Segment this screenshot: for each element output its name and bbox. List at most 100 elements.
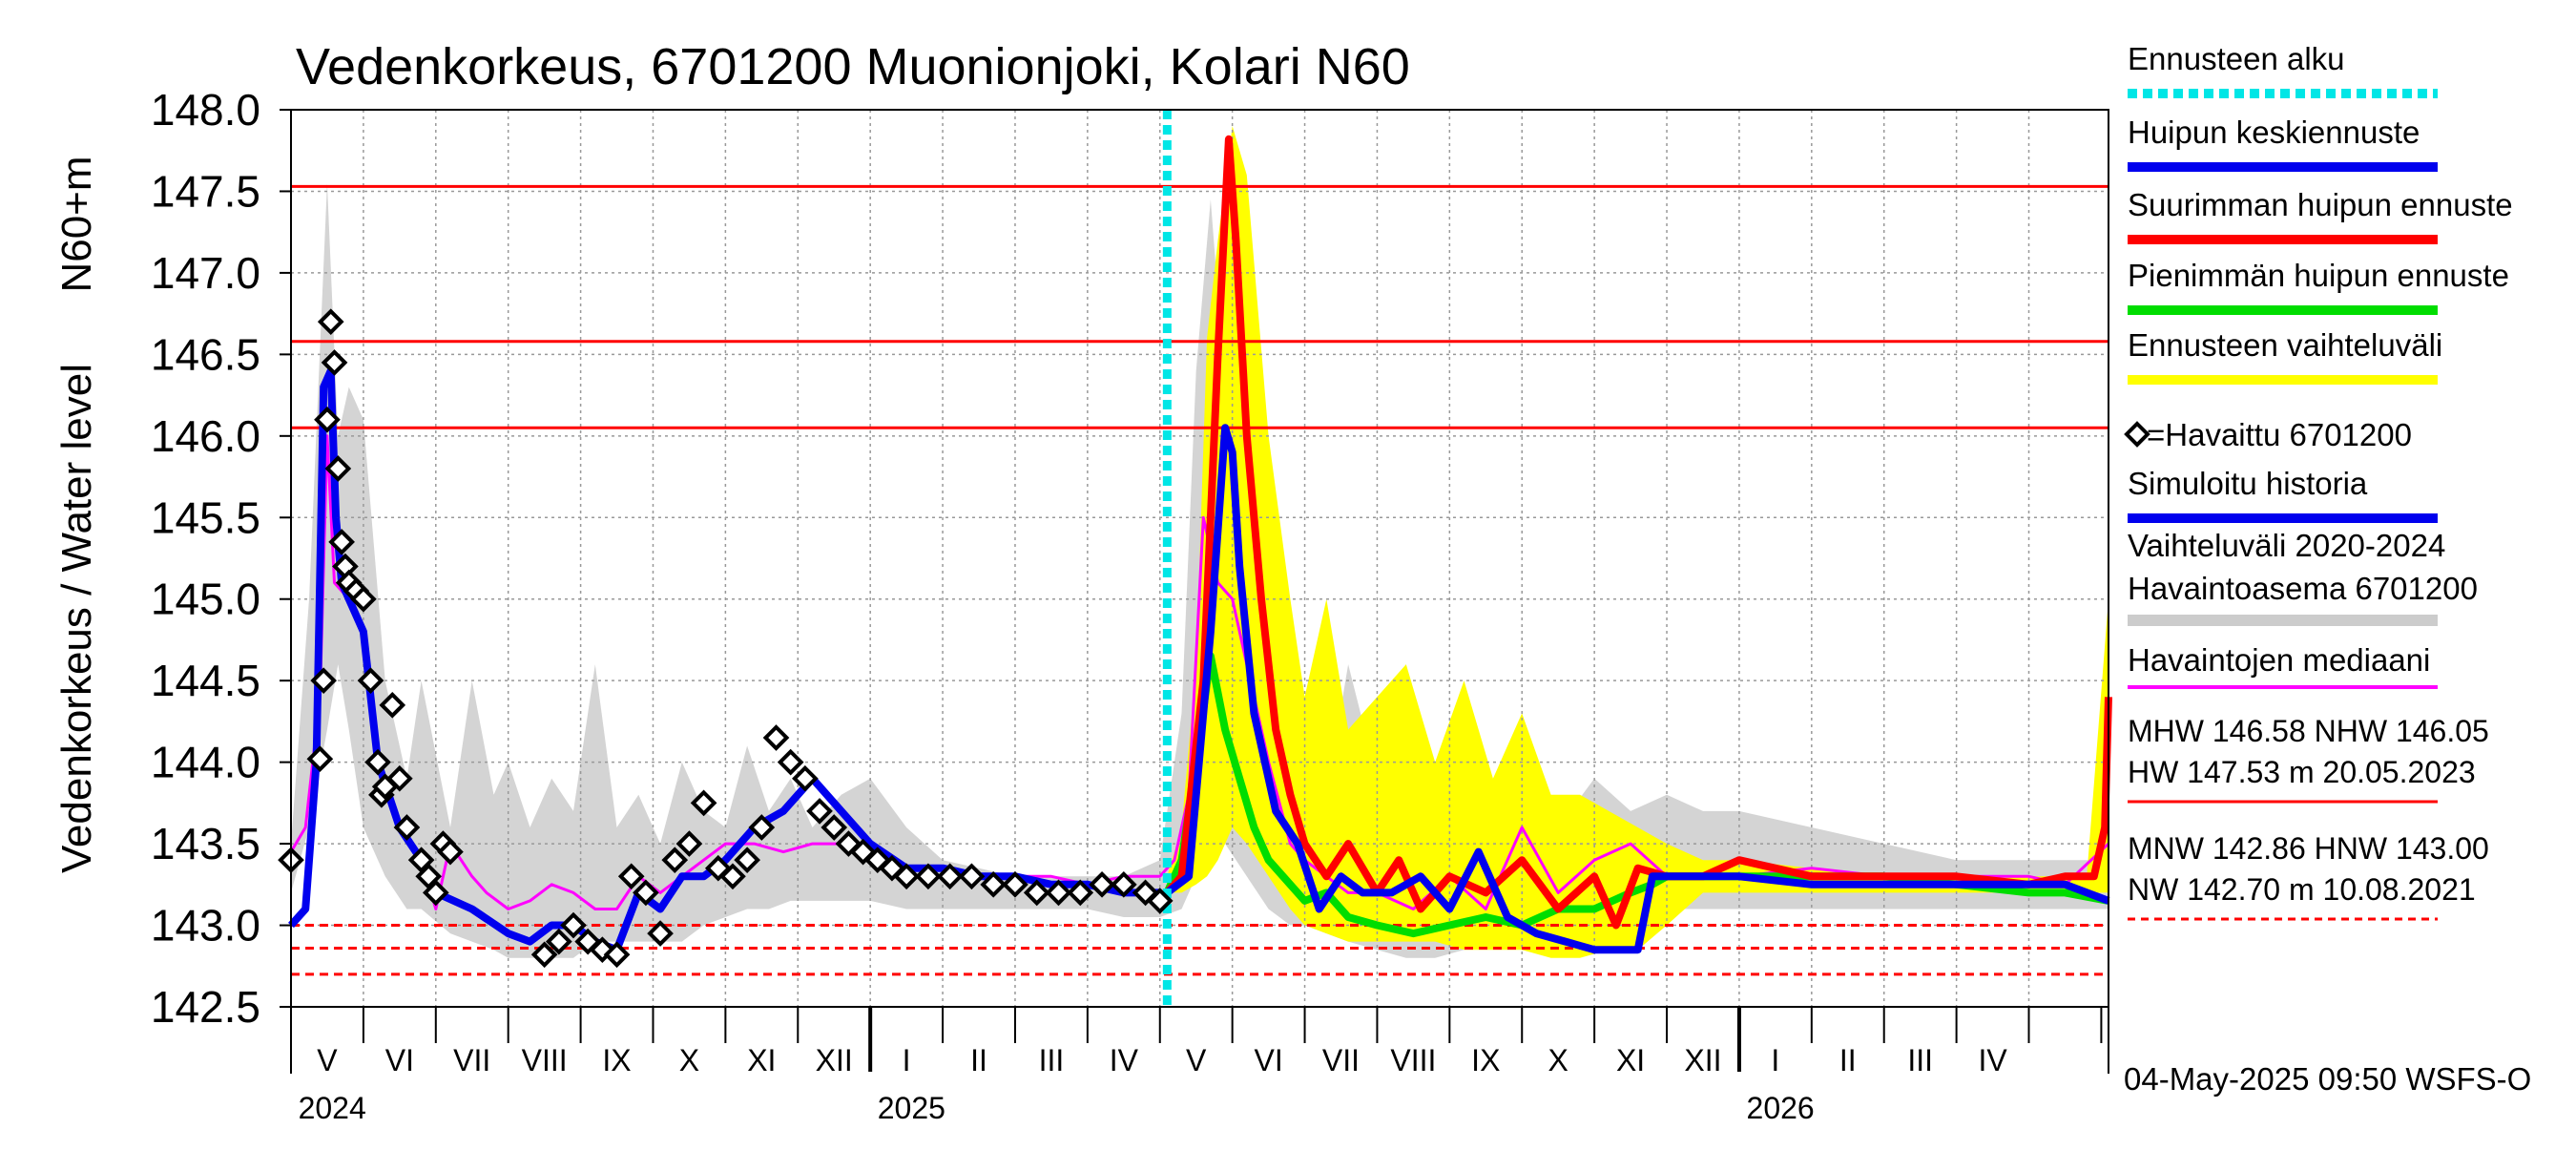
year-label: 2025 [878,1091,945,1125]
month-label: V [317,1043,338,1077]
y-tick-label: 145.5 [151,492,260,542]
legend-label-station: Havaintoasema 6701200 [2128,571,2478,606]
observed-point [306,745,334,773]
observed-point [422,879,449,907]
series-line-huipun-keskiennuste [1164,424,2110,954]
month-label: VIII [522,1043,568,1077]
y-axis-label: Vedenkorkeus / Water level [53,364,100,873]
range-layer [291,126,2109,958]
y-tick-label: 143.0 [151,901,260,951]
observed-point [777,748,804,776]
observed-point [893,863,920,890]
observed-point [1045,879,1072,907]
month-label: II [970,1043,987,1077]
observed-point [1067,879,1094,907]
stats-line-2: NW 142.70 m 10.08.2021 [2128,872,2476,907]
observed-point [792,764,819,792]
month-label: XI [747,1043,776,1077]
month-label: VIII [1390,1043,1436,1077]
footer-timestamp: 04-May-2025 09:50 WSFS-O [2124,1061,2531,1097]
legend-label-pienimm-n-huipun-ennuste: Pienimmän huipun ennuste [2128,258,2509,293]
observed-point [762,724,790,751]
observed-point [321,349,348,376]
month-label: IX [602,1043,631,1077]
y-tick-label: 144.0 [151,738,260,787]
stats-line-1: MHW 146.58 NHW 146.05 [2128,714,2489,748]
month-label: X [679,1043,699,1077]
observed-point [734,847,760,874]
legend-label-suurimman-huipun-ennuste: Suurimman huipun ennuste [2128,187,2513,222]
observed-point [545,928,572,955]
observed-point [1023,879,1050,907]
month-label: VI [385,1043,414,1077]
observed-point [719,863,746,890]
y-tick-label: 146.5 [151,329,260,379]
month-label: VI [1254,1043,1282,1077]
observed-point [530,941,558,969]
y-tick-label: 146.0 [151,411,260,461]
observed-point [314,406,341,433]
legend-label-havaintojen-mediaani: Havaintojen mediaani [2128,642,2430,678]
year-label: 2024 [299,1091,366,1125]
month-label: I [1771,1043,1779,1077]
month-label: X [1548,1043,1568,1077]
observed-point [821,814,848,841]
observed-point [675,830,703,857]
y-axis-unit-label: N60+m [53,156,100,292]
axes-layer: 148.0 147.5 147.0 146.5 146.0 145.5 145.0 144.5… [151,85,2109,1125]
observed-point [1002,870,1028,898]
legend-label-huipun-keskiennuste: Huipun keskiennuste [2128,115,2420,150]
observed-point [633,879,659,907]
observed-point [958,863,986,890]
year-label: 2026 [1747,1091,1815,1125]
month-label: XII [1684,1043,1721,1077]
observed-point [936,863,964,890]
stats-line-2: HW 147.53 m 20.05.2023 [2128,755,2476,789]
legend-label-ennusteen-alku: Ennusteen alku [2128,41,2345,76]
observed-point [647,920,674,947]
month-label: XII [816,1043,853,1077]
observed-point [379,691,406,719]
observed-point [324,455,352,482]
observed-point [328,529,355,555]
observed-point [386,764,413,792]
observed-point [617,863,645,890]
y-tick-label: 142.5 [151,982,260,1032]
month-label: VII [1322,1043,1360,1077]
legend-label-vaihteluv-li-2020-2024: Vaihteluväli 2020-2024 [2128,528,2445,563]
forecast-range-band [1167,126,2109,958]
observed-point [357,667,384,695]
stats-line-1: MNW 142.86 HNW 143.00 [2128,831,2489,866]
observed-point [980,870,1008,898]
observed-point [1110,870,1137,898]
y-tick-label: 148.0 [151,85,260,135]
month-label: I [903,1043,911,1077]
observed-point [603,941,631,969]
observed-point [915,863,942,890]
observed-point [1089,870,1115,898]
observed-point [560,911,587,939]
legend-label-observed: =Havaittu 6701200 [2147,417,2412,452]
plot-frame [290,109,2109,1008]
observed-point [393,814,421,841]
legend: Ennusteen alku Huipun keskiennuste Suurimm… [2124,41,2513,921]
legend-marker-observed [2124,421,2150,448]
legend-label-ennusteen-vaihteluv-li: Ennusteen vaihteluväli [2128,327,2442,363]
month-label: VII [453,1043,490,1077]
observed-point [748,814,776,841]
observed-markers [278,308,1174,969]
month-label: IV [1110,1043,1139,1077]
observed-point [364,748,391,776]
y-tick-label: 145.0 [151,575,260,624]
observed-point [317,308,344,336]
observed-point [310,667,337,695]
month-label: IV [1978,1043,2007,1077]
month-label: V [1186,1043,1207,1077]
observed-point [806,798,833,825]
y-tick-label: 143.5 [151,819,260,868]
observed-point [350,585,377,613]
y-tick-label: 147.0 [151,248,260,298]
observed-point [690,789,717,817]
month-label: IX [1471,1043,1500,1077]
